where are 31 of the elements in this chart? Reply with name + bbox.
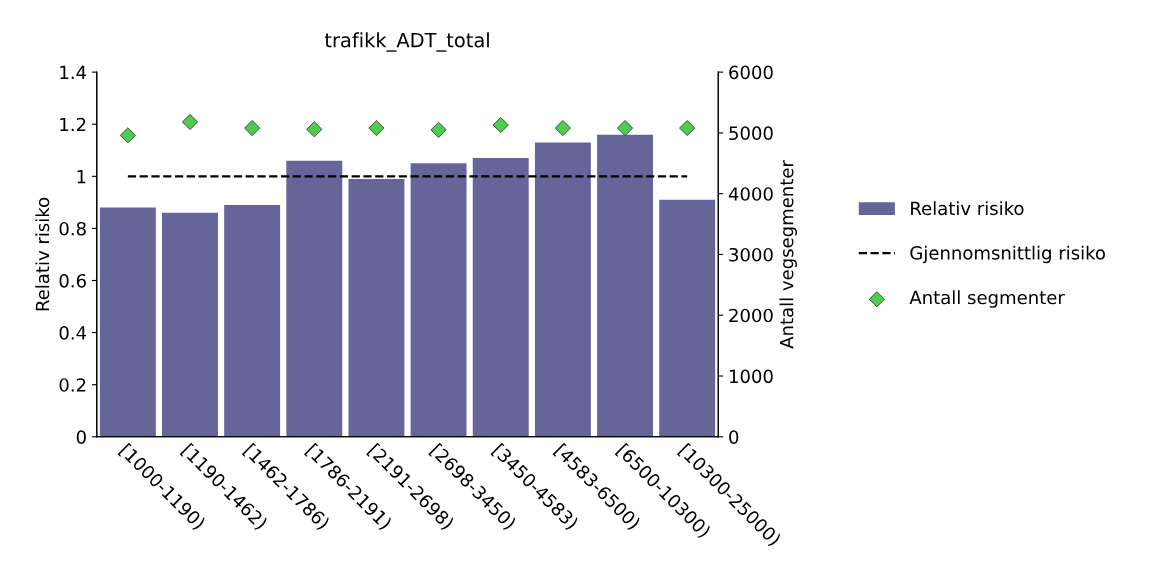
- y2-tick-label: 2000: [729, 308, 773, 323]
- bar: [224, 204, 281, 437]
- y-tick-label: 0: [76, 430, 86, 444]
- legend-label: Relativ risiko: [911, 201, 1024, 216]
- y2-axis-title: Antall vegsegmenter: [779, 160, 797, 349]
- y2-tick-label: 5000: [729, 126, 773, 141]
- y-tick-label: 1.4: [60, 65, 87, 79]
- bar: [99, 207, 156, 437]
- y-tick-label: 0.6: [59, 273, 86, 288]
- bar: [348, 178, 405, 437]
- legend-label: Gjennomsnittlig risiko: [910, 245, 1105, 264]
- chart-title: trafikk_ADT_total: [324, 32, 489, 52]
- bar: [472, 158, 529, 437]
- y2-tick-label: 4000: [728, 187, 773, 201]
- y-tick-label: 1.2: [60, 117, 86, 132]
- y2-tick-label: 1000: [729, 369, 773, 384]
- bar: [597, 134, 653, 437]
- y-tick-label: 0.2: [59, 378, 86, 392]
- y2-tick-label: 6000: [729, 65, 773, 80]
- y-tick-label: 1: [77, 170, 86, 184]
- bar: [659, 199, 716, 437]
- y-tick-label: 0.4: [59, 326, 87, 340]
- bar: [410, 163, 467, 437]
- legend-label: Antall segmenter: [909, 290, 1065, 308]
- y2-tick-label: 0: [729, 430, 739, 444]
- y2-tick-label: 3000: [729, 247, 773, 262]
- bar: [162, 212, 218, 437]
- bar: [286, 160, 343, 437]
- y-tick-label: 0.8: [59, 221, 86, 236]
- y-axis-title: Relativ risiko: [35, 197, 50, 311]
- bar: [534, 142, 591, 437]
